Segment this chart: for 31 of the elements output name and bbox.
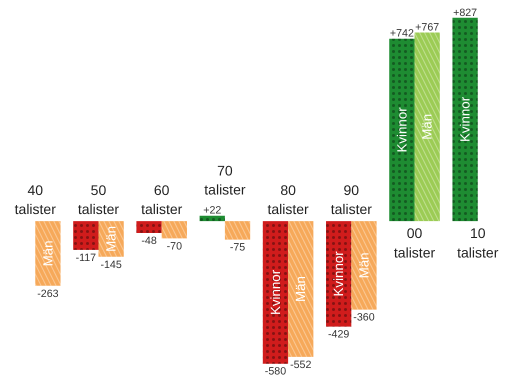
data-label: +22 [203,204,222,217]
data-label: -429 [328,328,350,341]
text: Kvinnor [394,107,410,153]
text: Kvinnor [458,96,473,142]
x-tick-label: 70 talister [204,162,246,198]
data-label: +767 [415,22,440,34]
x-tick-label: 40 talister [14,182,56,218]
x-tick-label: 10 talister [457,225,499,260]
text: Kvinnor [268,270,283,316]
data-label: +827 [453,6,478,19]
data-label: -552 [290,358,312,371]
text: Män [420,114,435,140]
x-tick-label: 90 talister [330,182,372,218]
text: Män [356,252,372,278]
data-label: -145 [100,258,122,271]
data-label: -75 [230,242,246,254]
data-label: -263 [37,288,59,300]
x-tick-label: 80 talister [267,182,310,218]
series-label: Kvinnor [331,250,346,296]
x-tick-label: 00 talister [394,225,436,260]
x-tick-label: 50 talister [78,182,120,218]
data-label: -48 [141,234,157,247]
data-label: +742 [390,28,414,40]
text: Män [293,276,308,302]
x-tick-label: 60 talister [141,182,183,218]
data-label: -117 [76,252,96,264]
text: Män [40,240,56,266]
data-label: -70 [166,240,182,252]
series-label: Män [104,226,119,252]
data-label: -360 [353,312,375,324]
data-label: -580 [264,366,286,378]
